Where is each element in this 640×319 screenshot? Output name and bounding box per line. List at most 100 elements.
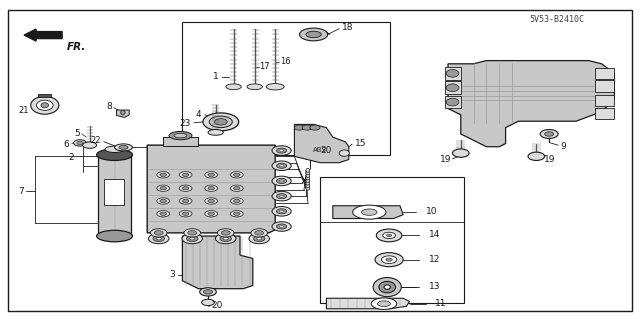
Ellipse shape	[204, 290, 212, 294]
Ellipse shape	[253, 236, 265, 241]
Text: 22: 22	[91, 137, 101, 145]
Ellipse shape	[148, 234, 169, 244]
Text: 15: 15	[355, 139, 367, 148]
Text: 17: 17	[259, 63, 270, 71]
Bar	[182, 22, 390, 155]
Ellipse shape	[339, 150, 349, 156]
Polygon shape	[294, 124, 349, 163]
Ellipse shape	[83, 142, 97, 148]
Text: 2: 2	[68, 153, 74, 162]
Text: 12: 12	[429, 255, 440, 263]
Ellipse shape	[234, 199, 240, 203]
Ellipse shape	[280, 180, 284, 182]
Text: ABS: ABS	[313, 147, 327, 153]
Ellipse shape	[216, 234, 236, 244]
Text: 21: 21	[19, 106, 29, 115]
Ellipse shape	[208, 212, 214, 215]
Ellipse shape	[272, 176, 291, 186]
Circle shape	[306, 176, 310, 180]
Ellipse shape	[179, 172, 192, 178]
Polygon shape	[595, 80, 614, 92]
Text: 20: 20	[211, 301, 223, 310]
Ellipse shape	[77, 141, 83, 145]
Circle shape	[306, 181, 310, 185]
Polygon shape	[147, 145, 275, 233]
Ellipse shape	[202, 299, 214, 306]
Text: 3: 3	[169, 271, 175, 279]
Ellipse shape	[234, 173, 240, 176]
Polygon shape	[448, 61, 614, 147]
Ellipse shape	[276, 209, 287, 214]
Polygon shape	[163, 137, 198, 146]
Ellipse shape	[540, 130, 558, 138]
Ellipse shape	[230, 185, 243, 191]
Text: 14: 14	[429, 230, 440, 239]
Ellipse shape	[306, 31, 321, 38]
Ellipse shape	[272, 146, 291, 155]
Ellipse shape	[249, 234, 269, 244]
Ellipse shape	[234, 212, 240, 215]
Ellipse shape	[119, 145, 128, 149]
Circle shape	[306, 184, 310, 188]
Ellipse shape	[220, 236, 232, 241]
Text: FR.: FR.	[67, 42, 86, 52]
Ellipse shape	[179, 198, 192, 204]
Ellipse shape	[255, 231, 264, 235]
Ellipse shape	[280, 226, 284, 227]
Bar	[320, 177, 464, 303]
Ellipse shape	[251, 229, 268, 237]
Ellipse shape	[184, 229, 200, 237]
Ellipse shape	[157, 211, 170, 217]
Ellipse shape	[157, 172, 170, 178]
Circle shape	[306, 186, 310, 190]
Ellipse shape	[209, 116, 232, 128]
Polygon shape	[333, 206, 403, 219]
Polygon shape	[38, 94, 51, 97]
Text: 16: 16	[280, 57, 291, 66]
Ellipse shape	[223, 237, 228, 240]
Ellipse shape	[234, 187, 240, 190]
Ellipse shape	[452, 149, 469, 157]
Ellipse shape	[205, 198, 218, 204]
Ellipse shape	[115, 144, 132, 151]
Ellipse shape	[272, 222, 291, 231]
Ellipse shape	[203, 113, 239, 131]
Circle shape	[306, 168, 310, 172]
Text: 8: 8	[106, 102, 112, 111]
Polygon shape	[595, 95, 614, 106]
Ellipse shape	[257, 237, 262, 240]
Polygon shape	[595, 68, 614, 79]
Ellipse shape	[446, 98, 459, 106]
Polygon shape	[595, 108, 614, 119]
Ellipse shape	[376, 229, 402, 242]
Ellipse shape	[276, 163, 287, 168]
Ellipse shape	[247, 84, 262, 90]
Ellipse shape	[208, 173, 214, 176]
Circle shape	[121, 110, 125, 115]
Text: 7: 7	[18, 187, 24, 196]
Ellipse shape	[179, 211, 192, 217]
Ellipse shape	[294, 125, 305, 130]
Circle shape	[306, 171, 310, 175]
Ellipse shape	[545, 132, 554, 136]
Ellipse shape	[280, 210, 284, 212]
Ellipse shape	[446, 70, 459, 77]
Ellipse shape	[208, 187, 214, 190]
Text: 19: 19	[440, 155, 452, 164]
Ellipse shape	[375, 253, 403, 267]
Ellipse shape	[208, 199, 214, 203]
Ellipse shape	[157, 185, 170, 191]
Ellipse shape	[362, 209, 377, 215]
Ellipse shape	[97, 230, 132, 242]
Text: 1: 1	[213, 72, 219, 81]
Bar	[104, 179, 124, 205]
Ellipse shape	[276, 178, 287, 183]
Text: 20: 20	[320, 146, 332, 155]
Polygon shape	[326, 298, 410, 309]
Polygon shape	[182, 236, 253, 289]
Ellipse shape	[226, 84, 241, 90]
Text: 5V53-B2410C: 5V53-B2410C	[529, 15, 584, 24]
Ellipse shape	[272, 206, 291, 216]
Ellipse shape	[31, 96, 59, 114]
Ellipse shape	[280, 195, 284, 197]
